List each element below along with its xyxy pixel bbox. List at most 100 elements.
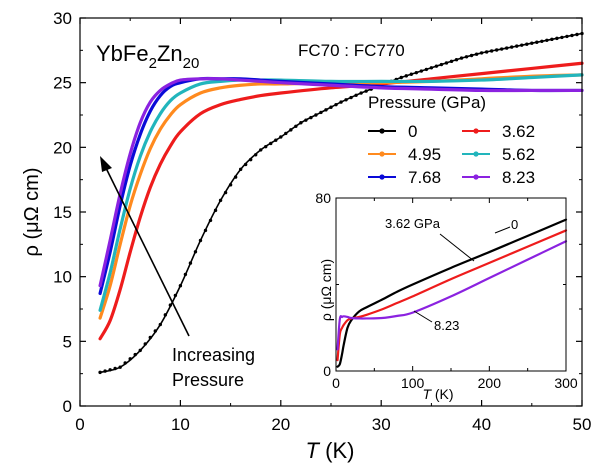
y-tick-label: 10	[53, 268, 72, 287]
series-point-0	[254, 153, 258, 157]
legend-marker-0	[379, 128, 385, 134]
series-point-0	[399, 75, 403, 80]
series-point-0	[279, 135, 283, 139]
series-point-0	[555, 36, 559, 41]
legend-marker-3.62	[473, 128, 479, 134]
inset-x-tick-label: 100	[401, 375, 425, 391]
series-point-0	[464, 55, 469, 59]
legend-label-4.95: 4.95	[408, 145, 441, 164]
series-point-0	[459, 56, 464, 60]
series-point-0	[118, 365, 122, 369]
inset-x-tick-label: 0	[332, 375, 340, 391]
series-point-0	[535, 40, 539, 44]
series-point-0	[223, 190, 228, 195]
series-point-0	[133, 352, 137, 357]
x-tick-label: 40	[472, 415, 491, 434]
series-point-0	[309, 115, 313, 120]
annotation-line1: Increasing	[172, 345, 255, 365]
inset-series-line-8.23	[336, 240, 568, 351]
y-tick-label: 5	[63, 332, 72, 351]
series-point-0	[113, 366, 117, 371]
series-point-0	[414, 70, 419, 75]
series-point-0	[565, 34, 569, 39]
inset-series-line-3.62	[336, 229, 568, 362]
legend-label-5.62: 5.62	[502, 145, 535, 164]
series-point-0	[439, 62, 444, 67]
x-tick-label: 20	[271, 415, 290, 434]
series-line-3.62	[98, 61, 584, 341]
series-point-0	[193, 250, 198, 254]
legend-label-3.62: 3.62	[502, 122, 535, 141]
inset-series-line-0	[336, 218, 568, 368]
y-tick-label: 30	[53, 9, 72, 28]
x-tick-label: 30	[372, 415, 391, 434]
series-point-0	[469, 53, 474, 58]
legend-title: Pressure (GPa)	[368, 93, 486, 112]
series-point-0	[484, 50, 489, 54]
series-point-0	[344, 98, 348, 102]
series-point-0	[138, 348, 142, 353]
legend: 0 4.95 7.68 3.62 5.62 8.23	[368, 122, 535, 187]
series-point-0	[520, 43, 524, 47]
series-line-8.23	[98, 77, 584, 288]
series-point-0	[489, 49, 494, 53]
series-point-0	[198, 238, 203, 243]
inset-x-tick-label: 200	[478, 375, 502, 391]
series-point-0	[269, 141, 273, 146]
series-point-0	[339, 100, 343, 104]
series-point-0	[183, 272, 188, 277]
series-point-0	[218, 198, 223, 203]
series-point-0	[324, 108, 328, 112]
inset-y-axis-label: ρ (μΩ cm)	[318, 259, 334, 321]
series-point-0	[203, 228, 208, 233]
series-point-0	[349, 95, 353, 100]
inset-background	[336, 198, 566, 371]
series-point-0	[289, 128, 293, 132]
series-point-0	[213, 208, 218, 213]
series-point-0	[168, 303, 173, 307]
inset-y-tick-label: 0	[323, 363, 331, 379]
series-point-0	[434, 64, 439, 68]
series-point-0	[515, 44, 519, 48]
series-point-0	[238, 167, 243, 172]
series-point-0	[264, 144, 268, 149]
series-point-0	[550, 37, 554, 42]
series-point-0	[299, 121, 303, 125]
legend-marker-8.23	[473, 174, 479, 180]
inset-y-tick-label: 80	[315, 190, 331, 206]
series-point-0	[248, 157, 253, 162]
inset-annotation-8-23: 8.23	[434, 318, 459, 333]
series-point-0	[525, 42, 529, 46]
series-point-0	[243, 162, 248, 167]
y-tick-label: 0	[63, 397, 72, 416]
series-point-0	[540, 39, 544, 43]
legend-marker-7.68	[379, 174, 385, 180]
y-tick-label: 20	[53, 138, 72, 157]
series-point-0	[429, 66, 434, 70]
series-point-0	[444, 61, 449, 65]
series-point-0	[454, 58, 459, 62]
y-axis-label: ρ (μΩ cm)	[21, 168, 43, 257]
series-point-0	[274, 138, 278, 142]
chart-title: YbFe2Zn20	[96, 41, 199, 72]
series-point-0	[294, 124, 298, 129]
legend-marker-4.95	[379, 151, 385, 157]
annotation-line2: Pressure	[172, 370, 244, 390]
series-point-0	[329, 105, 333, 109]
series-point-0	[474, 52, 479, 56]
y-tick-label: 25	[53, 74, 72, 93]
series-point-0	[128, 357, 132, 361]
inset-axis-ticks: 0 100 200 300 0 80	[315, 190, 577, 391]
x-tick-label: 0	[75, 415, 84, 434]
main-axis-ticks: 0 10 20 30 40 50 0 5 10 15 20 25 30	[53, 9, 591, 434]
inset-annotation-0: 0	[511, 217, 518, 232]
series-point-0	[479, 51, 484, 55]
series-point-0	[284, 131, 288, 136]
series-point-0	[334, 102, 338, 107]
series-point-0	[173, 293, 178, 298]
series-point-0	[143, 342, 147, 346]
series-point-0	[409, 72, 414, 76]
series-point-0	[188, 261, 193, 265]
series-line-5.62	[98, 73, 584, 312]
series-point-0	[575, 32, 579, 37]
